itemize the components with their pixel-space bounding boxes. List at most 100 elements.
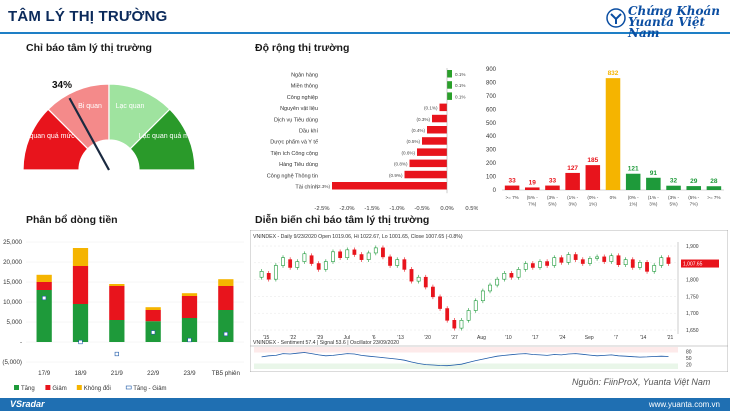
- flow-legend-label: Giảm: [52, 386, 66, 392]
- flow-bar-segment: [218, 279, 234, 286]
- sector-name: Ngân hàng: [291, 73, 318, 79]
- trend-candle: [388, 256, 392, 266]
- dist-bar: [706, 186, 722, 190]
- flow-y-tick: 20,000: [3, 259, 22, 266]
- yuanta-logo-icon: [606, 8, 626, 28]
- flow-bar-segment: [72, 248, 89, 266]
- dist-category-label: 1%): [589, 202, 598, 207]
- osc-tick: 80: [686, 349, 692, 355]
- osc-tick: 50: [686, 356, 692, 362]
- sector-bar: [404, 170, 447, 179]
- trend-price-tag: 1,007.65: [683, 262, 703, 268]
- dist-y-tick: 900: [486, 67, 497, 73]
- flow-bar-segment: [218, 310, 234, 342]
- footer-bar: VSradar www.yuanta.com.vn: [0, 398, 730, 411]
- trend-sub-header: VNINDEX - Sentiment 57.4 | Signal 53.6 |…: [253, 340, 399, 346]
- sector-bar: [409, 159, 447, 168]
- trend-candle: [588, 258, 592, 264]
- flow-y-tick: (5,000): [2, 359, 22, 366]
- flow-bar-segment: [72, 304, 89, 342]
- sector-bar: [332, 182, 447, 190]
- trend-candle: [559, 257, 564, 263]
- gauge-zone-label: Lạc quan quá mức: [139, 133, 198, 140]
- trend-price-tick: 1,750: [686, 294, 699, 300]
- dist-category-label: 0%: [610, 195, 617, 200]
- sector-bar: [427, 126, 447, 134]
- sector-bar: [417, 148, 447, 156]
- breadth-chart: Ngân hàng 0.1% Miền thông 0.1% Công nghiệp 0.…: [267, 68, 478, 212]
- dist-y-tick: 400: [486, 134, 497, 140]
- dist-y-tick: 100: [486, 175, 497, 181]
- flow-bar-segment: [181, 296, 198, 318]
- dist-category-label: (5% -: [688, 195, 699, 200]
- flow-y-tick: 15,000: [3, 279, 22, 286]
- trend-price-tick: 1,800: [686, 278, 699, 284]
- trend-x-label: '13: [397, 335, 404, 341]
- trend-price-tick: 1,650: [686, 328, 699, 334]
- flow-bar-segment: [218, 286, 234, 310]
- dist-y-tick: 0: [493, 188, 497, 194]
- gauge-zone-label: Bi quan: [78, 103, 102, 110]
- osc-oversold-zone: [254, 363, 678, 369]
- trend-candle: [580, 259, 585, 264]
- dist-category-label: 3%): [569, 202, 578, 207]
- trend-candle: [530, 263, 535, 268]
- trend-candle: [381, 247, 385, 258]
- sector-bar: [422, 137, 447, 145]
- trend-candle: [338, 251, 343, 258]
- dist-value-label: 33: [508, 178, 516, 185]
- trend-candle: [416, 276, 421, 282]
- trend-price-tick: 1,900: [686, 244, 699, 250]
- trend-x-label: '6: [372, 335, 376, 341]
- trend-candle: [345, 249, 350, 258]
- trend-candle: [395, 259, 400, 266]
- dist-value-label: 33: [549, 178, 557, 185]
- dist-bar: [646, 177, 661, 190]
- flow-y-tick: 5,000: [7, 319, 23, 326]
- flow-bar-segment: [145, 307, 161, 310]
- dist-value-label: 127: [567, 165, 578, 172]
- sector-value-label: (0.6%): [401, 150, 415, 155]
- flow-bar-segment: [36, 282, 52, 290]
- sector-name: Tài chính: [295, 185, 318, 191]
- dist-category-label: (0% -: [628, 195, 639, 200]
- trend-x-label: '7: [614, 335, 618, 341]
- flow-legend-swatch: [45, 385, 51, 390]
- breadth-tick-label: 0.5%: [465, 206, 478, 212]
- trend-candle: [409, 269, 414, 282]
- dist-value-label: 28: [710, 178, 718, 185]
- breadth-tick-label: -1.0%: [389, 206, 404, 212]
- dist-y-tick: 700: [486, 94, 497, 100]
- trend-x-label: '29: [317, 335, 324, 341]
- sector-value-label: 0.1%: [455, 94, 465, 99]
- sentiment-gauge: Bi quan quá mức Bi quan Lạc quan Lạc quan q…: [21, 80, 198, 171]
- sector-name: Dược phẩm và Y tế: [270, 139, 318, 146]
- breadth-tick-label: -1.5%: [364, 206, 379, 212]
- footer-website[interactable]: www.yuanta.com.vn: [648, 399, 720, 409]
- dist-value-label: 832: [608, 70, 619, 77]
- trend-candle: [666, 257, 671, 264]
- breadth-tick-label: -0.5%: [414, 206, 429, 212]
- dist-category-label: (5% -: [527, 195, 538, 200]
- trend-candle: [602, 256, 607, 262]
- trend-x-label: '10: [505, 335, 512, 341]
- flow-legend-swatch: [76, 385, 82, 390]
- sector-name: Tiện ích Công cộng: [271, 151, 319, 157]
- trend-candle: [323, 261, 328, 270]
- trend-candle: [359, 254, 364, 260]
- trend-candle: [652, 265, 657, 272]
- trend-candle: [645, 262, 649, 272]
- source-note: Nguồn: FiinProX, Yuanta Việt Nam: [572, 377, 711, 387]
- trend-candle: [309, 255, 314, 264]
- dist-value-label: 19: [529, 179, 537, 186]
- dist-bar: [504, 185, 520, 190]
- trend-candle: [331, 251, 335, 262]
- flow-category-label: 22/9: [147, 370, 160, 377]
- sector-value-label: (0.9%): [389, 173, 403, 178]
- trend-candle: [473, 300, 478, 311]
- trend-candle: [552, 257, 557, 266]
- logo-line-1: Chứng Khoán: [628, 4, 720, 18]
- flow-y-tick: 25,000: [3, 239, 22, 246]
- sector-name: Nguyên vật liệu: [280, 106, 318, 112]
- sector-name: Dịch vụ Tiêu dùng: [274, 117, 318, 123]
